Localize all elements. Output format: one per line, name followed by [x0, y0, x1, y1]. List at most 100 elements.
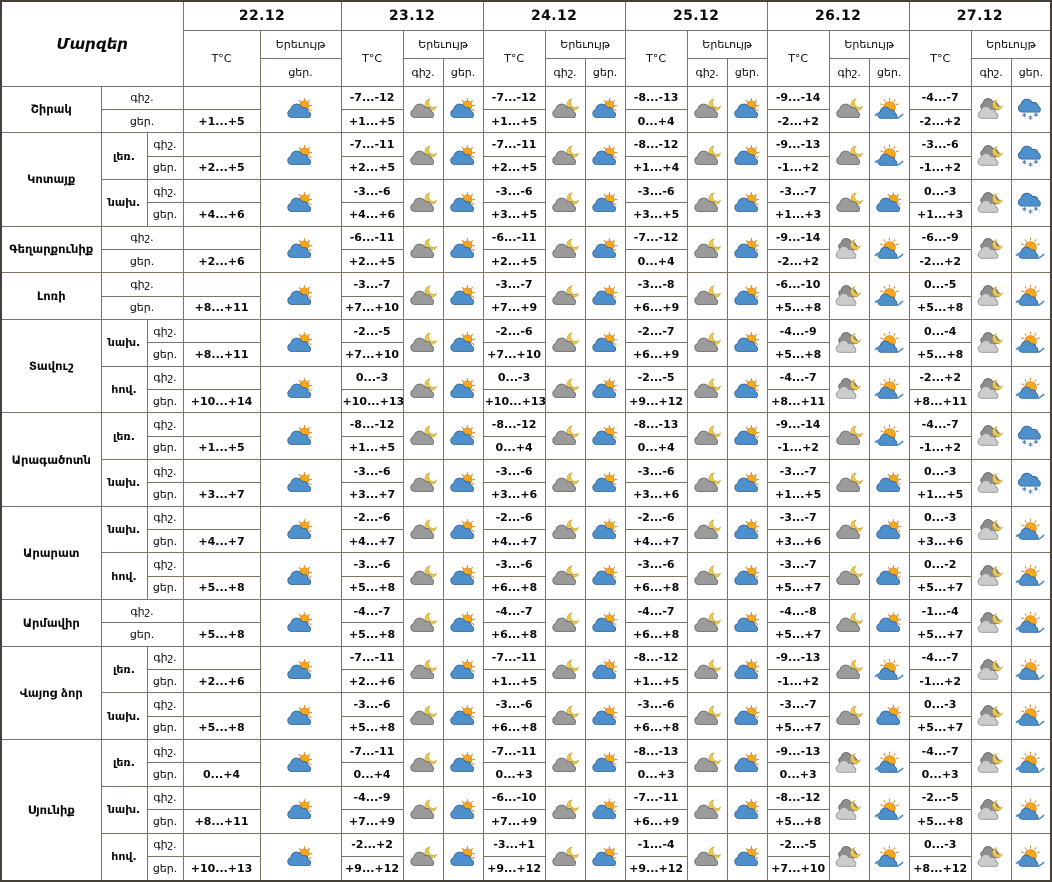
day-phenomenon-cell — [259, 739, 342, 787]
forecast-row-night: հով. գիշ. -2...+2 -3...+1 -1...-4 -2...-5 0...… — [1, 832, 1052, 882]
sun-cloud-icon — [587, 518, 624, 542]
night-temp-cell: 0...-3 — [908, 178, 972, 204]
sun-cloud-icon — [262, 97, 340, 121]
moon-cloud-icon — [689, 751, 726, 775]
night-phenomenon-cell — [828, 365, 870, 414]
night-temp-cell: -1...-4 — [908, 599, 972, 624]
night-temp-cell: -6...-11 — [482, 225, 546, 250]
day-phenomenon-cell — [868, 225, 910, 274]
night-phenomenon-cell — [828, 459, 870, 507]
night-label: գիշ. — [100, 85, 184, 110]
moon-cloud-icon — [689, 377, 726, 401]
day-temp-cell: +7...+9 — [340, 809, 404, 834]
night-temp-cell — [182, 599, 261, 624]
night-label: գիշ. — [146, 785, 184, 811]
night-temp-cell: -3...-7 — [482, 272, 546, 297]
moon-cloud-icon — [547, 284, 584, 308]
day-temp-cell: -2...+2 — [908, 248, 972, 274]
day-phenomenon-cell — [259, 132, 342, 180]
moon-cloud-icon — [689, 658, 726, 682]
night-label: գիշ. — [100, 225, 184, 250]
night-phenomenon-cell — [686, 272, 728, 320]
day-phenomenon-cell — [726, 599, 768, 647]
day-phenomenon-cell — [442, 739, 484, 787]
day-phenomenon-cell — [868, 412, 910, 460]
day-phenomenon-cell — [584, 178, 626, 227]
day-phenomenon-cell — [868, 785, 910, 834]
sun-fog-icon — [871, 284, 908, 308]
sun-cloud-icon — [729, 191, 766, 215]
moon-cloud-icon — [831, 471, 868, 495]
sun-cloud-icon — [587, 471, 624, 495]
night-temp-cell: -8...-12 — [482, 412, 546, 437]
day-temp-cell: +4...+7 — [340, 529, 404, 554]
day-phenomenon-cell — [1010, 132, 1052, 180]
night-temp-cell: -4...-7 — [482, 599, 546, 624]
moon-cloud-icon — [405, 658, 442, 682]
day-temp-cell: +1...+5 — [340, 108, 404, 134]
sun-cloud-icon — [587, 751, 624, 775]
forecast-row-day: ցեր. +2...+5 +2...+5 +2...+5 +1...+4 -1...+2-… — [1, 155, 1051, 180]
moon-cloud-icon — [405, 237, 442, 261]
night-temp-cell: -2...-6 — [482, 318, 546, 344]
region-name: Վայոց ձոր — [0, 645, 102, 741]
day-phenomenon-cell — [584, 645, 626, 694]
day-label: ցեր. — [100, 108, 184, 134]
sun-cloud-icon — [871, 471, 908, 495]
moon-cloud-icon — [689, 144, 726, 168]
day-temp-cell: +3...+7 — [340, 482, 404, 507]
moon-cloud-icon — [405, 97, 442, 121]
moon-cloud-icon — [831, 97, 868, 121]
night-temp-cell: -3...-6 — [340, 692, 404, 717]
day-label: ցեր. — [146, 809, 184, 834]
night-phenomenon-cell — [686, 599, 728, 647]
night-temp-cell: 0...-3 — [908, 832, 972, 857]
day-temp-cell: +1...+5 — [482, 108, 546, 134]
sun-cloud-icon — [729, 237, 766, 261]
day-temp-cell: +9...+12 — [482, 855, 546, 882]
moon-cloud-icon — [689, 845, 726, 869]
moon-cloud-icon — [547, 191, 584, 215]
regions-header: Մարզեր — [0, 0, 184, 87]
night-phenomenon-cell — [544, 692, 586, 741]
sun-cloud-icon — [729, 284, 766, 308]
moon-clouds-icon — [831, 845, 868, 869]
night-temp-cell: -3...-6 — [908, 132, 972, 157]
date-header-25-12: 25.12 — [624, 0, 768, 31]
night-label: գիշ. — [100, 599, 184, 624]
day-temp-cell: +5...+8 — [182, 575, 261, 601]
day-phenomenon-cell — [726, 132, 768, 180]
day-temp-cell: +10...+13 — [182, 855, 261, 882]
day-phenomenon-cell — [442, 552, 484, 601]
sun-cloud-icon — [445, 191, 482, 215]
day-phenomenon-cell — [868, 272, 910, 320]
day-temp-cell: +8...+12 — [908, 855, 972, 882]
day-phenomenon-cell — [726, 365, 768, 414]
day-phenomenon-cell — [442, 412, 484, 460]
day-phenomenon-cell — [584, 272, 626, 320]
day-phenomenon-cell — [1010, 599, 1052, 647]
temp-header: T°C — [340, 29, 404, 87]
moon-clouds-icon — [973, 751, 1010, 775]
night-phenomenon-cell — [828, 785, 870, 834]
moon-cloud-icon — [547, 564, 584, 588]
night-temp-cell: 0...-2 — [908, 552, 972, 577]
night-phenomenon-cell — [544, 85, 586, 134]
moon-clouds-icon — [973, 377, 1010, 401]
night-phenomenon-cell — [544, 178, 586, 227]
night-label: գիշ. — [146, 505, 184, 531]
night-temp-cell: -3...-6 — [624, 692, 688, 717]
sun-cloud-icon — [587, 97, 624, 121]
night-phenomenon-cell — [970, 505, 1012, 554]
moon-cloud-icon — [689, 237, 726, 261]
moon-cloud-icon — [405, 704, 442, 728]
night-temp-cell: -9...-14 — [766, 225, 830, 250]
day-phenomenon-cell — [1010, 225, 1052, 274]
night-phenomenon-cell — [970, 692, 1012, 741]
sun-fog-icon — [871, 377, 908, 401]
night-phenomenon-cell — [402, 318, 444, 367]
night-temp-cell: -9...-13 — [766, 645, 830, 671]
moon-cloud-icon — [689, 191, 726, 215]
moon-cloud-icon — [689, 97, 726, 121]
